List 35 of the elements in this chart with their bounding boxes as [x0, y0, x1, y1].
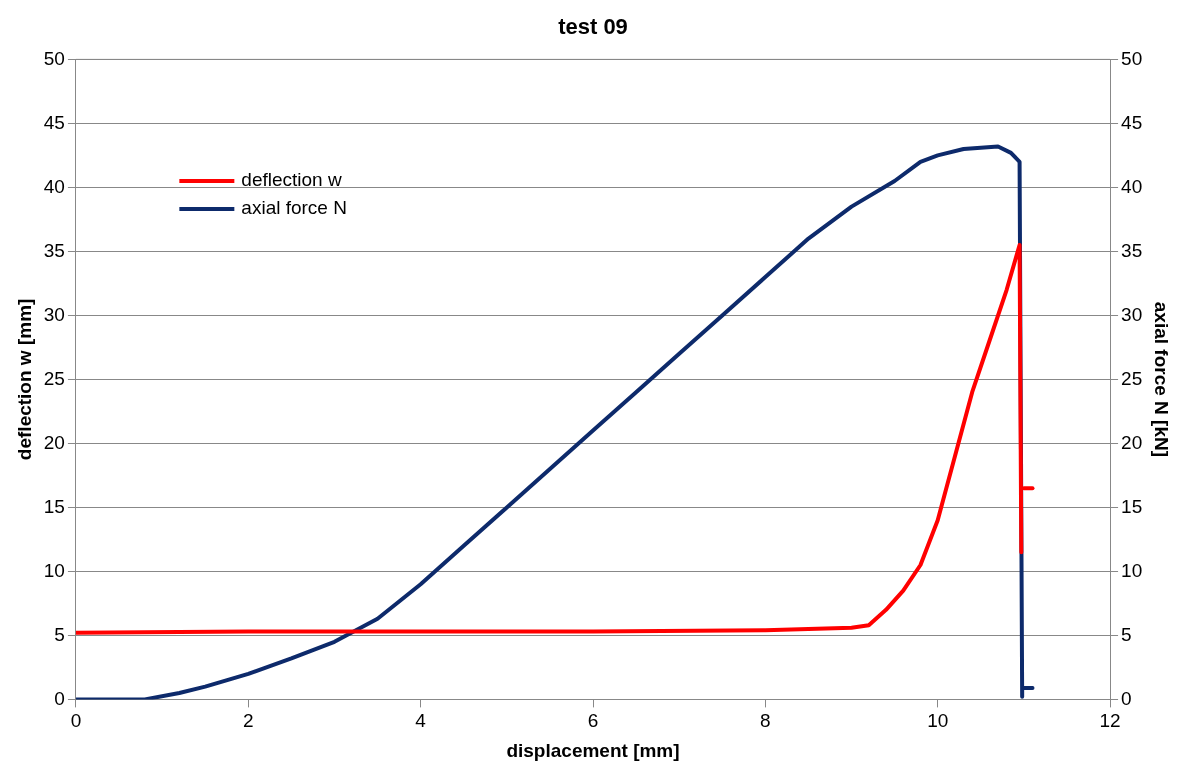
x-tick-label: 10: [927, 710, 949, 732]
y2-axis-title: axial force N [kN]: [1151, 301, 1173, 458]
y-tick-label: 15: [43, 495, 65, 517]
legend-label: deflection w: [241, 169, 342, 191]
y-tick-label: 30: [43, 303, 65, 325]
y-tick-label: 10: [43, 559, 65, 581]
y2-tick-label: 20: [1121, 431, 1143, 453]
y-tick-label: 5: [54, 623, 65, 645]
y2-tick-label: 5: [1121, 623, 1132, 645]
x-tick-label: 2: [243, 710, 254, 732]
x-tick-label: 0: [70, 710, 82, 732]
y-tick-label: 25: [43, 367, 65, 389]
legend-label: axial force N: [241, 197, 347, 219]
y-axis-title: deflection w [mm]: [13, 298, 35, 461]
x-tick-label: 12: [1099, 710, 1121, 732]
y2-tick-label: 25: [1121, 367, 1143, 389]
y-tick-label: 50: [43, 47, 65, 69]
y2-tick-label: 0: [1121, 687, 1132, 709]
y2-tick-label: 15: [1121, 495, 1143, 517]
x-tick-label: 4: [415, 710, 427, 732]
chart-title: test 09: [558, 14, 628, 40]
x-tick-label: 8: [760, 710, 771, 732]
x-axis-title: displacement [mm]: [506, 739, 680, 761]
y2-tick-label: 50: [1121, 47, 1143, 69]
y2-tick-label: 45: [1121, 111, 1143, 133]
x-tick-label: 6: [587, 710, 599, 732]
y-tick-label: 40: [43, 175, 65, 197]
y-tick-label: 20: [43, 431, 65, 453]
y-tick-label: 35: [43, 239, 65, 261]
y2-tick-label: 35: [1121, 239, 1143, 261]
y-tick-label: 0: [54, 687, 65, 709]
y2-tick-label: 10: [1121, 559, 1143, 581]
y-tick-label: 45: [43, 111, 65, 133]
y2-tick-label: 30: [1121, 303, 1143, 325]
y2-tick-label: 40: [1121, 175, 1143, 197]
